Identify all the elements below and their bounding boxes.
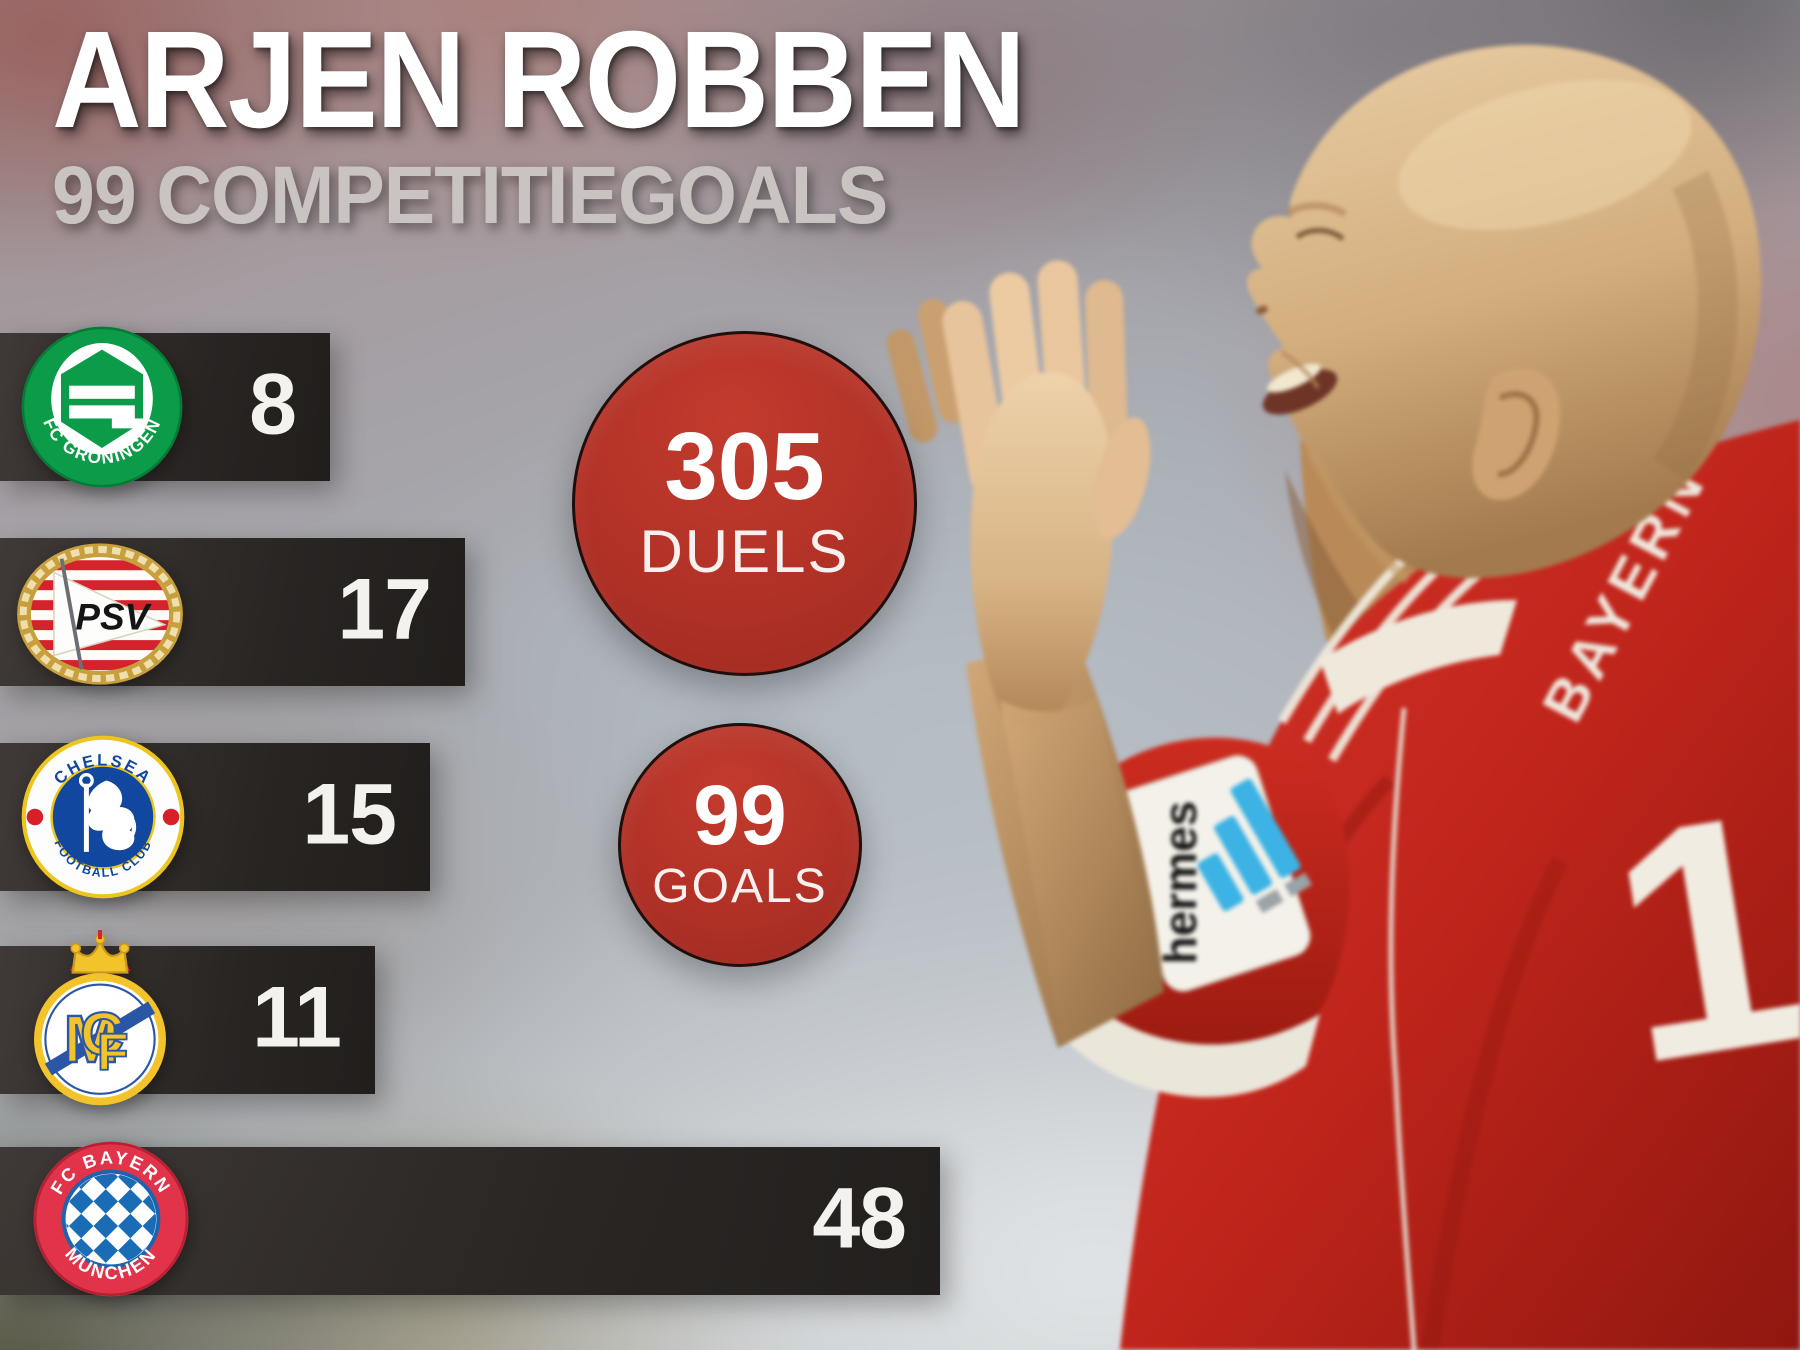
real-monogram-f: F <box>97 1023 129 1081</box>
ear <box>1472 368 1561 500</box>
duels-value: 305 <box>664 413 825 521</box>
bar-value-chelsea: 15 <box>302 766 397 863</box>
psv-crest: PSV <box>17 543 183 685</box>
chelsea-lion-icon <box>78 773 137 852</box>
crown-icon <box>69 930 131 974</box>
robben-head <box>1246 44 1762 584</box>
fc-groningen-crest: FC GRONINGEN <box>21 326 183 488</box>
teeth <box>1267 363 1321 393</box>
bar-value-groningen: 8 <box>249 356 297 453</box>
stat-circle-goals: 99 GOALS <box>618 723 862 967</box>
bar-value-psv: 17 <box>337 561 432 658</box>
mouth <box>1262 369 1338 415</box>
duels-label: DUELS <box>639 517 850 585</box>
real-madrid-crest: M C F <box>34 930 166 1106</box>
hermes-patch-text: hermes <box>1154 801 1206 965</box>
hermes-patch: hermes <box>1110 755 1313 992</box>
jersey-collar <box>1320 600 1517 714</box>
chelsea-crest: CHELSEA FOOTBALL CLUB <box>21 735 185 899</box>
jersey-piping <box>1388 707 1417 1350</box>
page-title: ARJEN ROBBEN <box>52 3 1026 157</box>
psv-monogram: PSV <box>75 596 152 637</box>
bar-value-bayern: 48 <box>812 1170 907 1267</box>
stat-circle-duels: 305 DUELS <box>572 331 917 676</box>
closed-eye <box>1295 228 1345 242</box>
page-subtitle: 99 COMPETITIEGOALS <box>52 149 888 241</box>
fc-bayern-crest: FC BAYERN MÜNCHEN <box>33 1141 189 1297</box>
goals-value: 99 <box>693 767 787 862</box>
praying-hands <box>886 260 1160 1044</box>
real-monogram-c: C <box>80 999 124 1067</box>
bundesliga-bars-icon <box>1197 778 1313 914</box>
sleeve-cuff <box>1050 968 1320 1098</box>
real-monogram-m: M <box>64 1003 120 1077</box>
header: ARJEN ROBBEN 99 COMPETITIEGOALS <box>52 10 1132 237</box>
goals-label: GOALS <box>652 860 828 914</box>
bar-value-real-madrid: 11 <box>252 969 342 1066</box>
